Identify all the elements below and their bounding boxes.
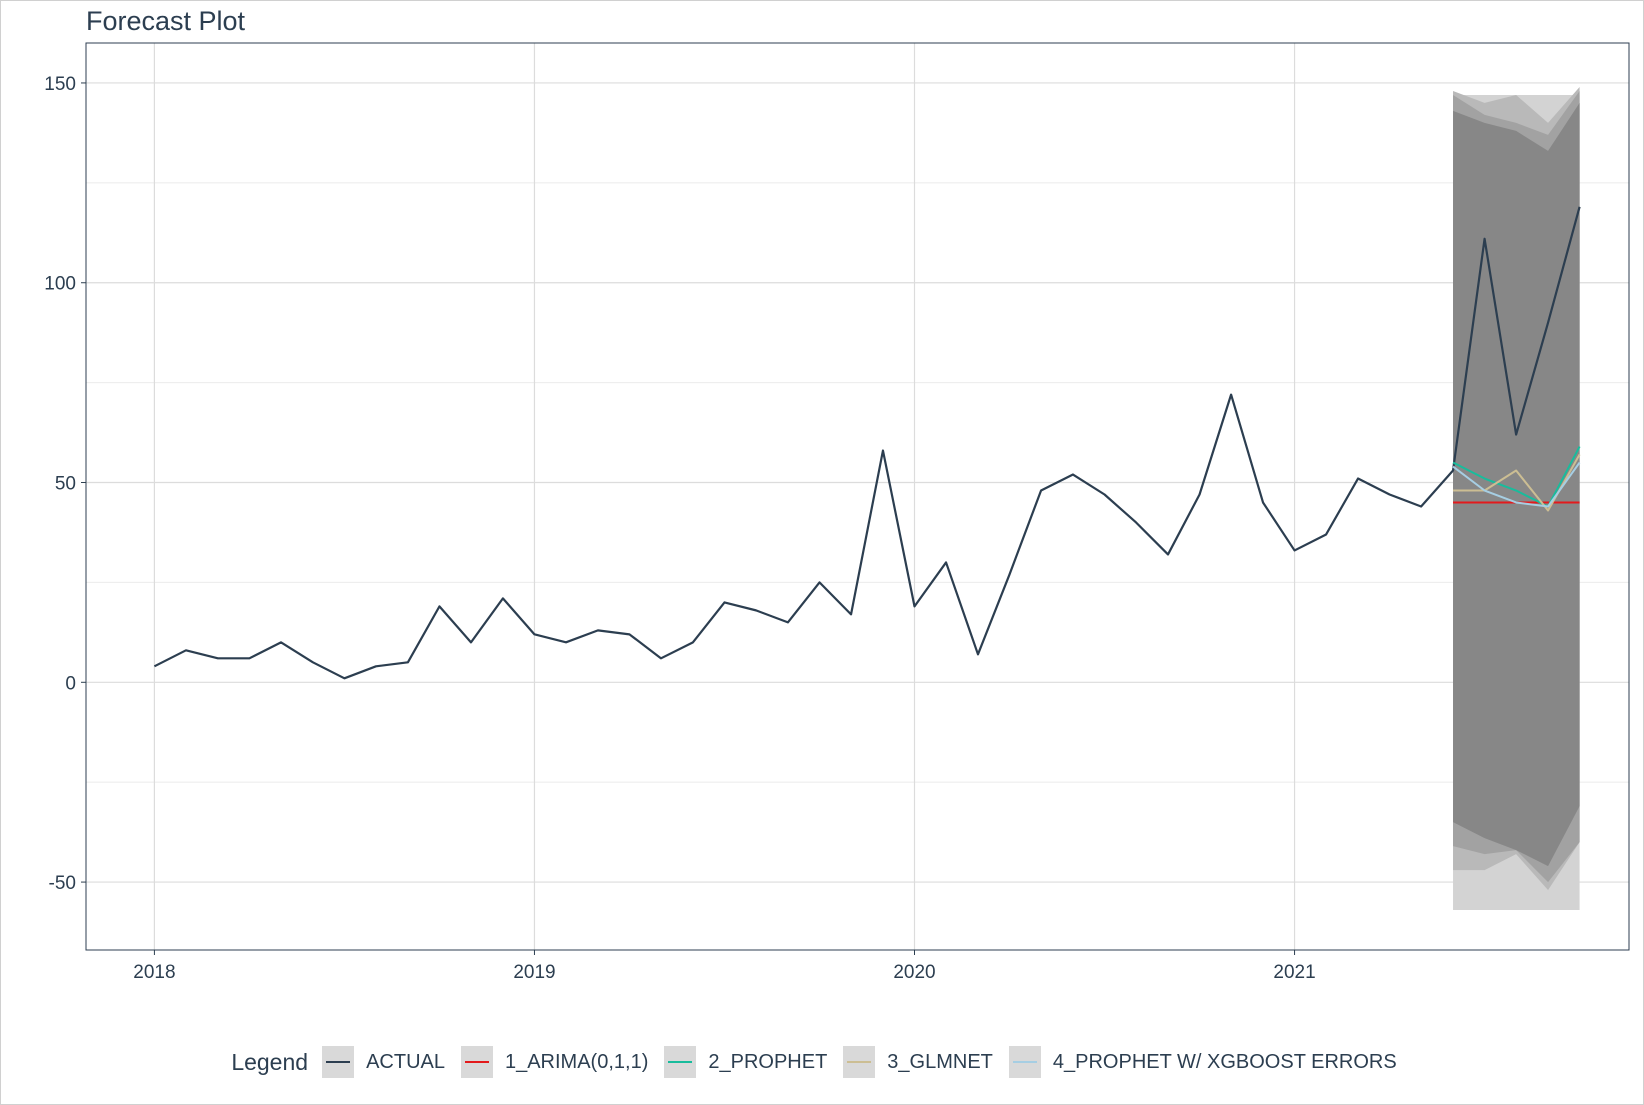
legend-label-glmnet: 3_GLMNET <box>887 1050 993 1073</box>
y-tick-label: 100 <box>44 274 76 295</box>
series-line-4-prophet-w-xgboost-errors <box>1452 461 1581 508</box>
legend-label-arima: 1_ARIMA(0,1,1) <box>504 1050 649 1073</box>
legend-key-actual <box>322 1046 355 1078</box>
legend-title: Legend <box>231 1048 309 1075</box>
grid <box>86 43 1629 950</box>
x-tick-label: 2021 <box>1273 962 1315 983</box>
legend-line-prophet-xgboost <box>1012 1061 1037 1063</box>
legend-key-arima <box>460 1046 493 1078</box>
series-lines <box>153 206 1581 680</box>
y-axis-ticks: -50 0 50 100 150 <box>44 74 86 894</box>
y-tick-label: -50 <box>49 873 76 894</box>
legend-item-prophet-xgboost: 4_PROPHET W/ XGBOOST ERRORS <box>1008 1046 1397 1078</box>
legend-item-arima: 1_ARIMA(0,1,1) <box>460 1046 649 1078</box>
legend-item-prophet: 2_PROPHET <box>664 1046 827 1078</box>
x-tick-label: 2018 <box>133 962 175 983</box>
confidence-bands <box>1453 86 1580 911</box>
series-line-actual <box>153 206 1581 680</box>
panel-border <box>85 42 1630 951</box>
legend-label-actual: ACTUAL <box>366 1050 445 1073</box>
legend-key-prophet <box>664 1046 697 1078</box>
legend-item-actual: ACTUAL <box>322 1046 445 1078</box>
y-tick-label: 0 <box>65 673 76 694</box>
x-axis-ticks: 2018 2019 2020 2021 <box>133 950 1316 983</box>
legend-line-prophet <box>668 1061 693 1063</box>
legend-key-glmnet <box>843 1046 876 1078</box>
legend: Legend ACTUAL 1_ARIMA(0,1,1) 2_PROPHET 3… <box>0 1040 1644 1084</box>
y-tick-label: 150 <box>44 74 76 95</box>
legend-line-arima <box>464 1061 489 1063</box>
x-tick-label: 2019 <box>513 962 555 983</box>
legend-label-prophet-xgboost: 4_PROPHET W/ XGBOOST ERRORS <box>1052 1050 1397 1073</box>
legend-item-glmnet: 3_GLMNET <box>843 1046 993 1078</box>
legend-label-prophet: 2_PROPHET <box>708 1050 828 1073</box>
legend-line-glmnet <box>847 1061 872 1063</box>
legend-line-actual <box>326 1061 351 1063</box>
y-tick-label: 50 <box>55 474 76 495</box>
legend-key-prophet-xgboost <box>1008 1046 1041 1078</box>
x-tick-label: 2020 <box>893 962 935 983</box>
chart-title: Forecast Plot <box>86 6 246 36</box>
series-line-2-prophet <box>1452 446 1581 508</box>
confidence-band-4 <box>1453 102 1580 867</box>
